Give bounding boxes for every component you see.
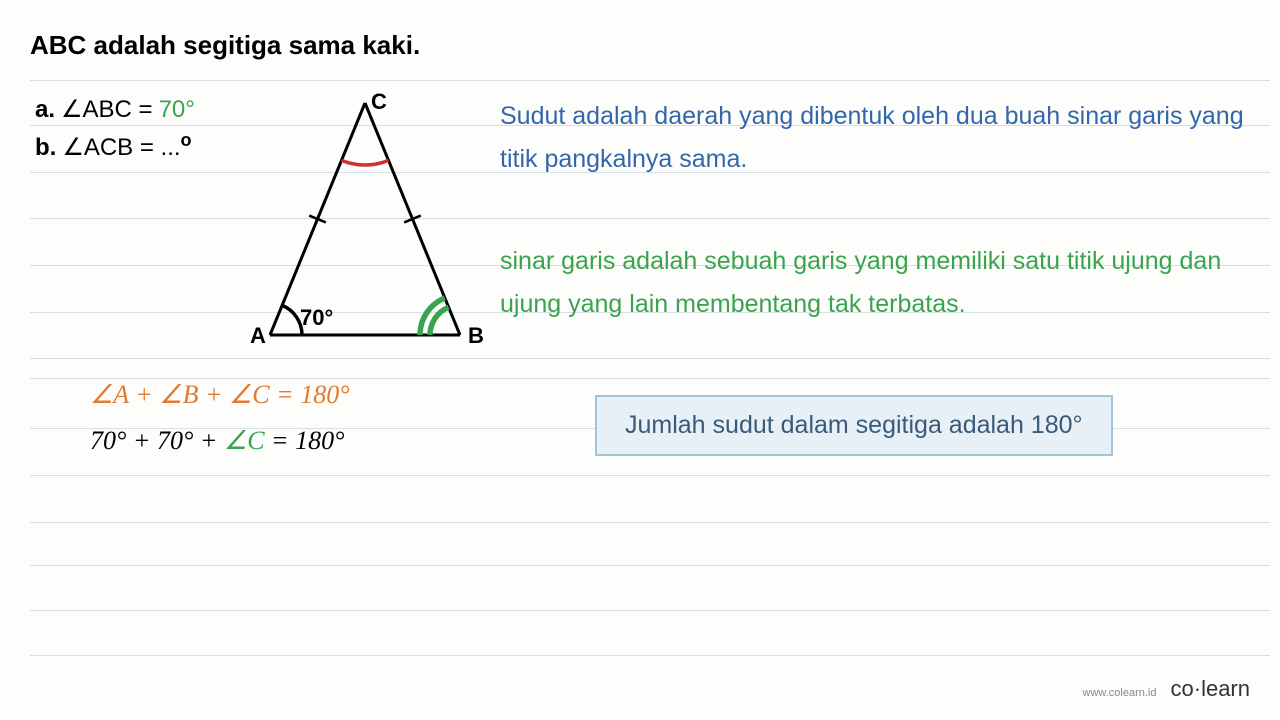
problem-b: b. ACB = ...o: [35, 130, 195, 162]
triangle-svg: A B C 70°: [245, 85, 485, 355]
equations-block: ∠A + ∠B + ∠C = 180° 70° + 70° + ∠C = 180…: [90, 380, 350, 472]
problem-title: ABC adalah segitiga sama kaki.: [30, 30, 1250, 61]
svg-text:C: C: [371, 89, 387, 114]
problem-b-angle: ACB = ...o: [62, 130, 191, 162]
triangle-diagram: A B C 70°: [245, 85, 485, 355]
svg-text:B: B: [468, 323, 484, 348]
callout-sum-angles: Jumlah sudut dalam segitiga adalah 180°: [595, 395, 1113, 456]
footer-url: www.colearn.id: [1083, 687, 1157, 699]
equation-line-1: ∠A + ∠B + ∠C = 180°: [90, 380, 350, 410]
problem-a-answer: 70°: [159, 96, 195, 124]
problem-a-angle: ABC =: [61, 95, 153, 124]
svg-text:70°: 70°: [300, 305, 333, 330]
footer: www.colearn.id co·learn: [1083, 676, 1250, 702]
problem-b-label: b.: [35, 134, 56, 162]
definition-sudut: Sudut adalah daerah yang dibentuk oleh d…: [500, 95, 1250, 180]
problem-a: a. ABC = 70°: [35, 95, 195, 124]
footer-logo: co·learn: [1171, 676, 1251, 702]
svg-text:A: A: [250, 323, 266, 348]
definition-sinar-garis: sinar garis adalah sebuah garis yang mem…: [500, 240, 1255, 325]
equation-line-2: 70° + 70° + ∠C = 180°: [90, 426, 350, 456]
problem-a-label: a.: [35, 96, 55, 124]
problem-list: a. ABC = 70° b. ACB = ...o: [35, 95, 195, 168]
